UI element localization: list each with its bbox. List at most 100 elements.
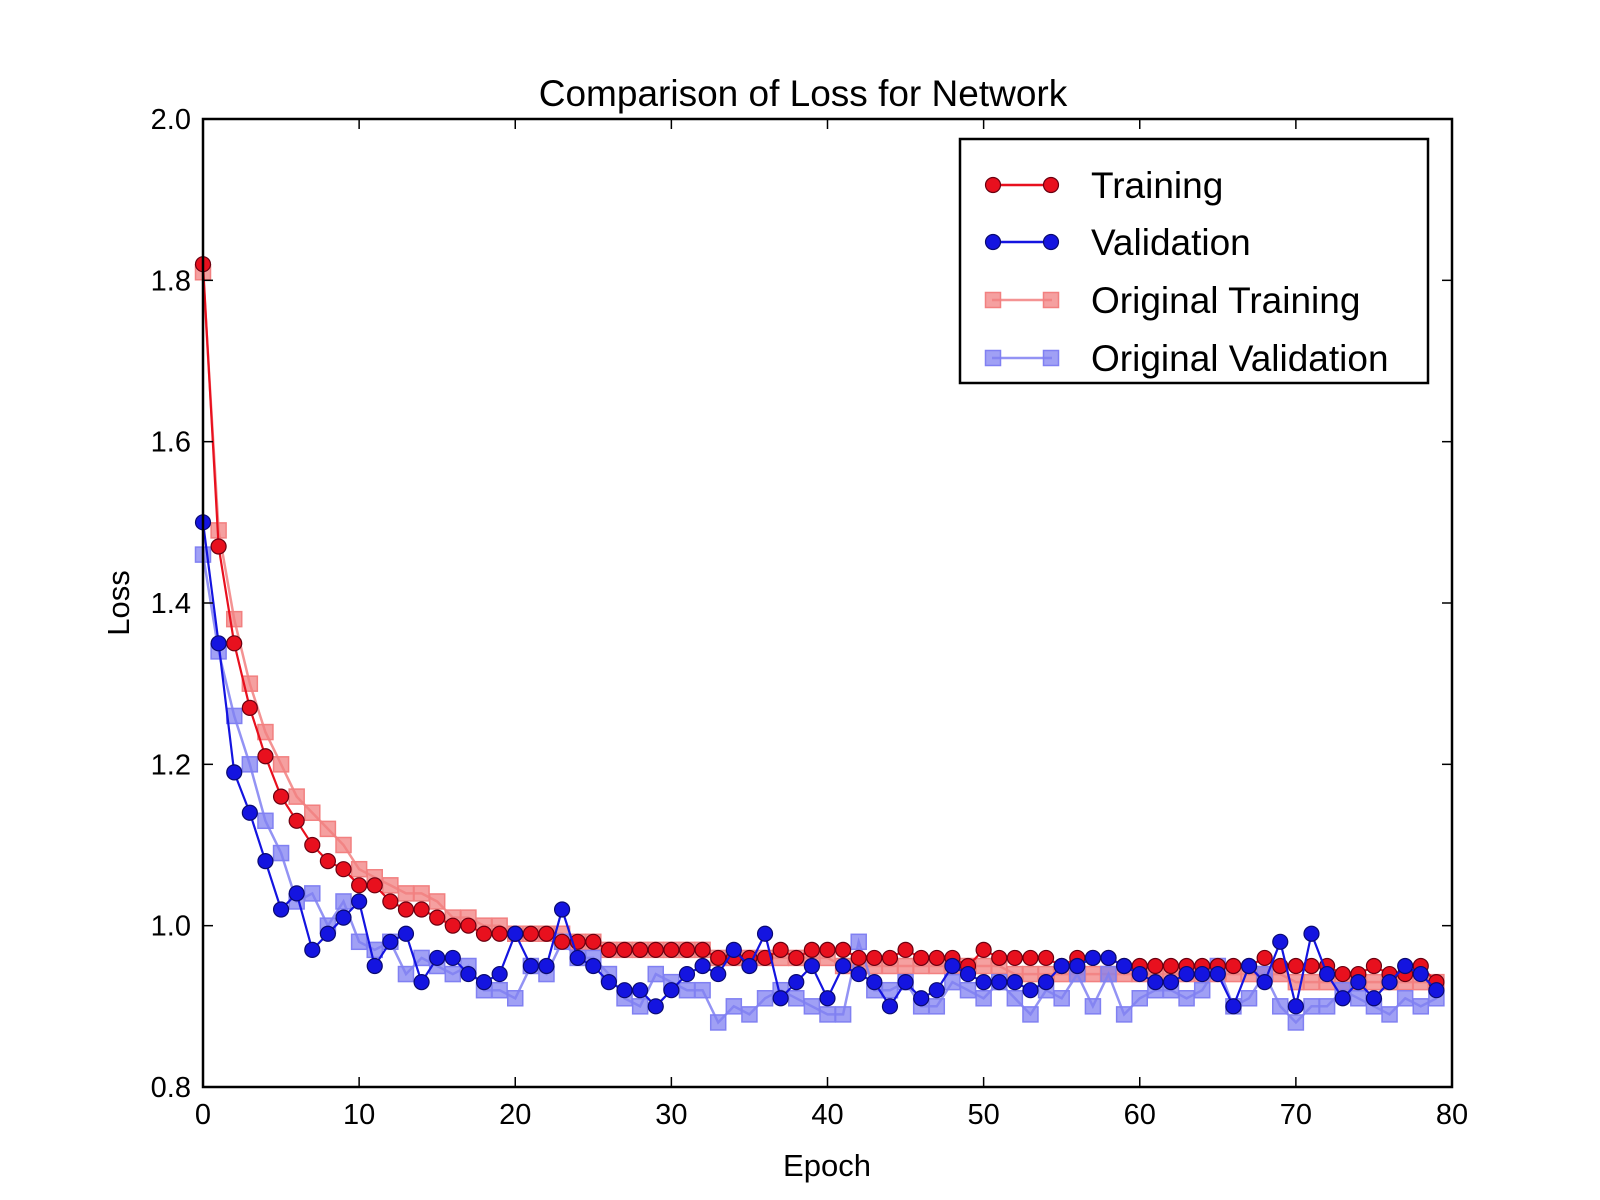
data-point [257,748,274,765]
data-point [1334,965,1351,983]
data-point [1100,965,1117,983]
data-point [1084,965,1102,983]
data-point [1272,933,1289,950]
data-point [1178,965,1195,983]
data-point [569,949,586,967]
data-point [366,877,383,894]
data-point [538,957,555,975]
data-point [756,949,774,967]
data-point [1240,957,1258,975]
data-point [241,675,259,692]
data-point [1287,998,1304,1015]
data-point [413,885,430,902]
data-point [647,998,664,1015]
data-point [694,981,711,999]
data-point [335,836,352,854]
data-point [522,925,539,942]
data-point [694,941,711,958]
legend-label: Validation [1091,222,1251,263]
data-point [304,804,321,821]
data-point [288,812,305,829]
data-point [944,957,961,975]
data-point [366,957,383,975]
legend-box [958,137,1430,385]
data-point [1365,973,1383,991]
data-point [1256,974,1273,991]
data-point [1022,965,1039,983]
data-point [1303,998,1320,1015]
data-point [491,925,508,942]
data-point [913,990,930,1007]
data-point [819,941,836,958]
data-point [881,998,899,1015]
data-point [538,925,555,942]
data-point [382,933,399,950]
legend-marker [984,176,1002,194]
y-tick-label: 1.8 [151,265,191,297]
data-point [647,941,664,958]
data-point [241,756,259,773]
y-tick-label: 1.6 [151,427,191,459]
y-tick-label: 1.0 [151,911,191,943]
data-point [522,957,539,975]
data-point [1022,949,1039,967]
data-point [475,925,493,942]
data-point [1225,998,1242,1015]
data-point [725,998,743,1015]
data-point [975,957,992,975]
data-point [553,933,571,950]
data-point [1412,998,1430,1015]
data-point [1147,957,1164,975]
data-point [1084,949,1102,967]
data-point [1350,990,1367,1007]
data-point [678,981,696,999]
data-point [585,933,602,950]
data-point [897,941,914,958]
data-point [1350,974,1367,991]
legend-marker [984,291,1002,309]
data-point [1412,965,1429,983]
data-point [959,981,977,999]
data-point [226,635,243,652]
legend-marker [1042,176,1060,194]
data-point [975,974,992,991]
legend-marker [1042,233,1060,251]
data-point [491,981,508,999]
data-point [1037,949,1055,967]
data-point [631,998,649,1015]
x-tick-label: 50 [967,1099,999,1131]
data-point [709,1014,727,1031]
x-tick-label: 80 [1436,1099,1468,1131]
data-point [1256,949,1273,967]
data-point [928,949,945,967]
data-point [288,885,305,902]
data-point [1303,925,1320,942]
series-validation [194,514,1445,1015]
data-point [1365,957,1383,975]
data-point [1365,990,1383,1007]
data-point [1194,965,1211,983]
data-point [507,990,524,1007]
data-point [272,756,290,773]
data-point [553,901,571,918]
data-point [257,812,274,830]
chart-title: Comparison of Loss for Network [539,73,1068,114]
y-tick-label: 1.2 [151,749,191,781]
data-point [616,982,633,999]
data-point [788,990,805,1007]
data-point [913,949,930,967]
data-point [1131,965,1148,983]
data-point [382,877,399,894]
data-point [1006,949,1023,967]
data-point [397,901,415,918]
data-point [1303,973,1320,991]
data-point [460,917,477,934]
data-point [632,982,649,999]
data-point [335,861,352,878]
data-point [397,925,415,942]
data-point [1162,957,1180,975]
data-point [304,885,321,902]
legend-label: Training [1091,165,1223,206]
data-point [413,974,430,991]
data-point [319,820,337,838]
